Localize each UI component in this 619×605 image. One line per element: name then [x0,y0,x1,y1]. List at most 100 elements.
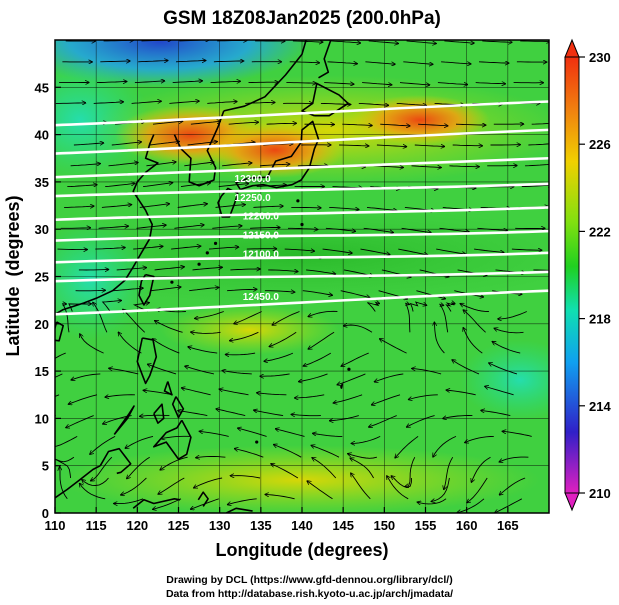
streamline [175,61,206,62]
contour-label: 12100.0 [243,250,280,261]
colorbar-min-arrow [564,492,580,512]
coastline [225,507,253,513]
streamline [82,477,109,486]
y-tick-label: 35 [35,175,49,190]
streamline [207,102,237,104]
height-contours [55,100,549,316]
contour-label: 12150.0 [243,231,280,242]
streamline [151,287,181,292]
streamline [446,390,476,396]
streamline [70,164,101,167]
streamline [441,61,471,64]
streamline [438,304,449,333]
streamline [369,415,397,427]
island [296,199,300,203]
island [347,367,351,371]
streamline [194,477,223,488]
streamline [178,411,208,417]
streamline [234,311,262,324]
streamline [61,304,70,333]
streamline [520,41,549,42]
streamline [57,249,88,250]
coastline [55,321,64,342]
x-tick-label: 130 [209,518,231,533]
streamline [75,290,106,291]
colorbar-tick-label: 210 [589,486,611,501]
streamline [101,205,132,208]
streamline [133,246,163,250]
streamline [406,40,437,44]
streamline [121,477,147,495]
y-axis-label: Latitude (degrees) [3,195,23,356]
colorbar-body [564,56,580,494]
streamline [329,206,359,209]
streamline [73,143,104,146]
streamline [375,373,404,382]
streamline [55,456,75,463]
streamline [376,145,407,147]
streamline [444,40,474,43]
streamline [342,124,372,125]
credit-data-source: Data from http://database.rish.kyoto-u.a… [165,588,454,600]
streamline [71,373,101,380]
streamline [525,164,549,167]
streamline [228,122,259,124]
streamline [351,473,371,500]
streamline [171,246,201,250]
coastline [153,403,165,424]
streamline [114,498,144,504]
streamline [492,342,521,354]
streamline [311,445,340,458]
streamline [322,248,352,253]
streamline [362,82,392,85]
streamline [358,103,389,105]
x-tick-label: 135 [250,518,272,533]
x-tick-label: 145 [332,518,354,533]
streamline [372,394,401,405]
streamline [123,309,146,333]
streamline [500,477,526,495]
streamline [264,291,295,292]
coastline [223,40,307,112]
streamline [238,428,267,437]
streamline [308,331,335,349]
streamline [125,435,154,448]
streamline [337,373,366,385]
streamline [467,477,488,503]
contour-line [55,251,549,264]
streamline [269,331,297,346]
streamline [350,458,374,479]
streamline [274,445,302,458]
streamline [64,206,94,207]
colorbar-tick-label: 230 [589,50,611,65]
streamline [226,353,256,355]
streamline [195,311,224,319]
streamline [387,476,409,500]
streamline [289,62,320,63]
streamline [188,347,218,354]
streamline [434,322,445,354]
x-axis: 110 115 120 125 130 135 140 145 150 155 160 165 [45,507,519,533]
streamline [320,103,351,104]
streamline [55,436,78,448]
coastline [301,82,349,117]
coastline [197,491,209,507]
streamline [265,495,295,500]
streamline [330,415,359,421]
contour-label: 12450.0 [243,292,280,303]
streamline [192,267,223,271]
x-tick-label: 125 [168,518,190,533]
streamline [481,410,511,417]
streamline [411,166,442,168]
coastline [171,396,185,419]
contour-line [55,270,549,283]
streamline [212,226,242,229]
streamline [219,389,249,396]
streamline [208,247,239,250]
streamline [153,498,182,510]
streamline [511,249,542,250]
contour-line [55,289,549,316]
streamline [313,433,343,437]
streamline [291,414,321,415]
streamline [143,390,173,396]
